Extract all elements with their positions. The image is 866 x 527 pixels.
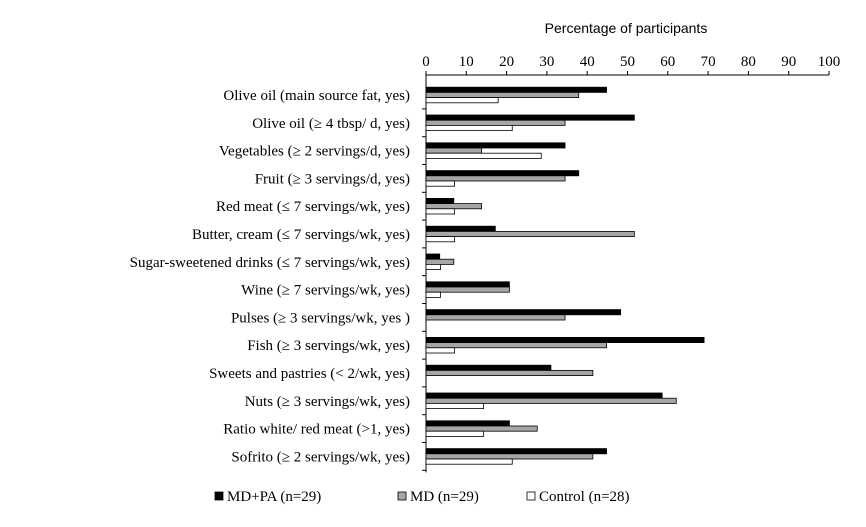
bar-md xyxy=(425,453,594,460)
bar-md xyxy=(425,314,566,321)
bar-control xyxy=(425,152,542,159)
bar-md-pa xyxy=(425,309,622,316)
category-labels: Olive oil (main source fat, yes) Olive oi… xyxy=(130,88,426,471)
category-label: Fish (≥ 3 servings/wk, yes) xyxy=(247,338,410,354)
bar-control xyxy=(425,180,456,187)
bar-md xyxy=(425,342,607,349)
category-label: Fruit (≥ 3 servings/d, yes) xyxy=(255,171,410,187)
x-axis-title: Percentage of participants xyxy=(545,20,708,36)
bar-md xyxy=(425,119,566,126)
bar-md xyxy=(425,286,510,293)
bar-md-pa xyxy=(425,364,552,371)
x-tick-label: 60 xyxy=(660,54,675,70)
bar-md-pa xyxy=(425,170,580,177)
category-label: Wine (≥ 7 servings/wk, yes) xyxy=(241,283,410,299)
category-label: Sofrito (≥ 2 servings/wk, yes) xyxy=(231,449,410,465)
bar-md-pa xyxy=(425,420,510,427)
x-tick-label: 70 xyxy=(701,54,716,70)
bars xyxy=(425,86,705,465)
legend-label: Control (n=28) xyxy=(539,489,630,505)
bar-control xyxy=(425,208,456,215)
legend-swatch xyxy=(397,491,407,501)
legend: MD+PA (n=29) MD (n=29) Control (n=28) xyxy=(214,489,630,505)
bar-control xyxy=(425,458,513,465)
x-tick-label: 80 xyxy=(741,54,756,70)
x-tick-label: 20 xyxy=(499,54,514,70)
bar-control xyxy=(425,347,456,354)
bar-md-pa xyxy=(425,253,441,260)
bar-md xyxy=(425,175,566,182)
bar-md xyxy=(425,203,483,210)
category-label: Sugar-sweetened drinks (≤ 7 servings/wk,… xyxy=(130,255,410,271)
category-label: Vegetables (≥ 2 servings/d, yes) xyxy=(219,144,410,160)
x-tick-label: 0 xyxy=(422,54,430,70)
bar-md xyxy=(425,147,483,154)
bar-md xyxy=(425,397,677,404)
bar-control xyxy=(425,125,513,132)
bar-control xyxy=(425,236,456,243)
bar-md-pa xyxy=(425,392,663,399)
category-label: Olive oil (≥ 4 tbsp/ d, yes) xyxy=(252,116,410,132)
x-tick-label: 40 xyxy=(580,54,595,70)
x-tick-label: 10 xyxy=(459,54,474,70)
bar-md xyxy=(425,258,455,265)
category-label: Olive oil (main source fat, yes) xyxy=(223,88,410,104)
legend-swatch xyxy=(214,491,224,501)
category-label: Red meat (≤ 7 servings/wk, yes) xyxy=(216,199,410,215)
bar-control xyxy=(425,402,485,409)
bar-control xyxy=(425,430,485,437)
bar-control xyxy=(425,263,441,270)
bar-md-pa xyxy=(425,336,705,343)
bar-md xyxy=(425,369,594,376)
legend-label: MD+PA (n=29) xyxy=(227,489,321,505)
category-label: Pulses (≥ 3 servings/wk, yes ) xyxy=(231,310,410,326)
category-label: Sweets and pastries (< 2/wk, yes) xyxy=(209,366,410,382)
bar-md-pa xyxy=(425,86,607,93)
x-tick-label: 100 xyxy=(818,54,841,70)
bar-md-pa xyxy=(425,197,455,204)
bar-md-pa xyxy=(425,281,510,288)
bar-md xyxy=(425,230,635,237)
bar-md-pa xyxy=(425,225,496,232)
category-label: Butter, cream (≤ 7 servings/wk, yes) xyxy=(192,227,410,243)
bar-md xyxy=(425,92,580,99)
x-tick-label: 30 xyxy=(539,54,554,70)
legend-label: MD (n=29) xyxy=(410,489,479,505)
category-label: Ratio white/ red meat (>1, yes) xyxy=(223,422,410,438)
x-tick-label: 90 xyxy=(781,54,796,70)
x-axis-ticks: 0 10 20 30 40 50 60 70 80 90 100 xyxy=(422,54,840,75)
bar-md xyxy=(425,425,538,432)
bar-control xyxy=(425,291,441,298)
bar-md-pa xyxy=(425,114,635,121)
bar-md-pa xyxy=(425,448,607,455)
bar-md-pa xyxy=(425,142,566,149)
bar-control xyxy=(425,97,499,104)
axes xyxy=(425,74,829,473)
x-tick-label: 50 xyxy=(620,54,635,70)
category-label: Nuts (≥ 3 servings/wk, yes) xyxy=(245,394,410,410)
legend-swatch xyxy=(526,491,536,501)
